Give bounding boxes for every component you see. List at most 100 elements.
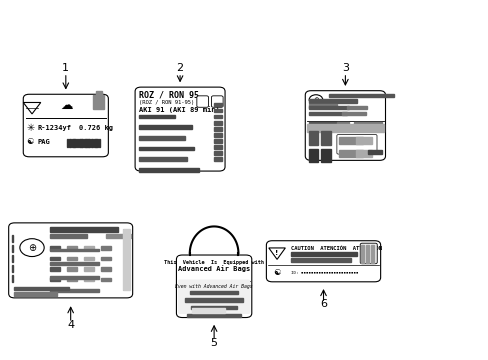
Bar (67, 267, 77, 271)
Bar (191, 308, 225, 312)
Bar (306, 123, 383, 132)
Bar (50, 267, 60, 271)
Text: !: ! (275, 250, 278, 256)
Bar (356, 150, 372, 157)
Bar (101, 246, 111, 250)
FancyBboxPatch shape (176, 255, 251, 318)
Text: Advanced Air Bags: Advanced Air Bags (178, 265, 250, 271)
Text: R-1234yf: R-1234yf (38, 125, 72, 131)
Bar (101, 257, 111, 260)
Bar (366, 245, 368, 263)
Bar (77, 139, 78, 147)
FancyBboxPatch shape (23, 94, 108, 157)
Bar (50, 234, 87, 238)
Bar (214, 157, 222, 161)
Bar (320, 149, 330, 162)
Text: ✳: ✳ (26, 123, 34, 133)
Bar (214, 127, 222, 131)
Text: 6: 6 (319, 298, 326, 309)
Text: Even with Advanced Air Bags: Even with Advanced Air Bags (175, 284, 252, 289)
Bar (67, 139, 68, 147)
Text: 1: 1 (62, 63, 69, 73)
Bar (308, 99, 356, 103)
Text: ID: ▪▪▪▪▪▪▪▪▪▪▪▪▪▪▪▪▪▪▪▪▪▪▪: ID: ▪▪▪▪▪▪▪▪▪▪▪▪▪▪▪▪▪▪▪▪▪▪▪ (290, 271, 357, 275)
Bar (12, 235, 13, 242)
Bar (50, 227, 118, 232)
Bar (214, 121, 222, 125)
Text: (ROZ / RON 91-95): (ROZ / RON 91-95) (138, 100, 193, 105)
Text: This  Vehicle  Is  Equipped with: This Vehicle Is Equipped with (164, 260, 264, 265)
Bar (12, 265, 13, 272)
Bar (138, 147, 194, 150)
Bar (370, 245, 373, 263)
FancyBboxPatch shape (178, 256, 250, 281)
Bar (14, 292, 57, 296)
Bar (50, 257, 60, 260)
Bar (101, 267, 111, 271)
Bar (336, 122, 348, 126)
Bar (308, 112, 346, 115)
FancyBboxPatch shape (305, 91, 385, 160)
Text: 3: 3 (341, 63, 348, 73)
FancyBboxPatch shape (211, 96, 223, 107)
Bar (14, 287, 69, 291)
Bar (320, 131, 330, 145)
FancyBboxPatch shape (135, 87, 224, 171)
Bar (50, 278, 60, 282)
Text: ⊕: ⊕ (28, 243, 36, 253)
Bar (308, 105, 348, 109)
FancyBboxPatch shape (197, 96, 208, 107)
Bar (50, 262, 99, 265)
Bar (361, 245, 364, 263)
Text: AKI 91 (AKI 89 min): AKI 91 (AKI 89 min) (138, 106, 219, 113)
Bar (214, 151, 222, 155)
Text: CAUTION  ATENCIÓN  ATTENTION: CAUTION ATENCIÓN ATTENTION (290, 246, 381, 251)
Bar (290, 258, 350, 262)
Bar (346, 105, 366, 109)
Bar (138, 168, 199, 172)
Bar (138, 136, 184, 140)
Bar (214, 133, 222, 137)
Bar (50, 289, 99, 292)
Bar (72, 139, 74, 147)
Text: 4: 4 (67, 320, 74, 330)
Bar (89, 139, 90, 147)
Text: ☯: ☯ (273, 268, 280, 277)
Bar (339, 137, 363, 144)
Bar (308, 131, 318, 145)
Bar (328, 94, 394, 97)
Text: 5: 5 (210, 338, 217, 348)
Bar (81, 139, 83, 147)
Bar (214, 103, 222, 106)
Text: ⊕: ⊕ (312, 97, 318, 103)
Bar (91, 139, 93, 147)
Bar (290, 252, 356, 256)
Bar (96, 91, 102, 95)
Bar (93, 95, 104, 109)
Bar (122, 229, 130, 291)
Bar (138, 157, 187, 161)
Bar (353, 122, 381, 126)
Text: PAG: PAG (38, 139, 50, 145)
Bar (79, 139, 81, 147)
Bar (12, 245, 13, 252)
Bar (184, 298, 243, 302)
FancyBboxPatch shape (336, 135, 376, 154)
Bar (67, 246, 77, 250)
Bar (86, 139, 89, 147)
Bar (12, 255, 13, 262)
Bar (189, 291, 238, 294)
Bar (341, 112, 365, 115)
Text: ☯: ☯ (26, 137, 34, 146)
Bar (106, 234, 130, 238)
Bar (101, 278, 111, 282)
Bar (50, 276, 99, 279)
FancyBboxPatch shape (9, 223, 132, 298)
FancyBboxPatch shape (178, 280, 250, 314)
Bar (96, 139, 98, 147)
Bar (356, 137, 372, 144)
Bar (99, 139, 100, 147)
Text: ROZ / RON 95: ROZ / RON 95 (138, 90, 198, 99)
Bar (138, 114, 175, 118)
Bar (214, 139, 222, 143)
